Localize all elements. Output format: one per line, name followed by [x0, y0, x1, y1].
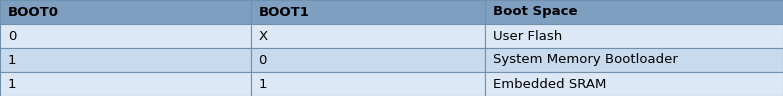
Bar	[485, 24, 783, 48]
Text: 1: 1	[8, 53, 16, 67]
Text: BOOT1: BOOT1	[258, 5, 309, 19]
Text: BOOT0: BOOT0	[8, 5, 59, 19]
Bar	[251, 48, 485, 72]
Text: 0: 0	[8, 29, 16, 43]
Bar	[0, 48, 251, 72]
Text: System Memory Bootloader: System Memory Bootloader	[493, 53, 678, 67]
Text: X: X	[258, 29, 268, 43]
Bar	[251, 0, 485, 24]
Bar	[485, 0, 783, 24]
Bar	[485, 72, 783, 96]
Bar	[251, 72, 485, 96]
Text: Embedded SRAM: Embedded SRAM	[493, 77, 607, 91]
Text: 1: 1	[258, 77, 267, 91]
Text: 0: 0	[258, 53, 267, 67]
Text: 1: 1	[8, 77, 16, 91]
Text: User Flash: User Flash	[493, 29, 562, 43]
Text: Boot Space: Boot Space	[493, 5, 578, 19]
Bar	[251, 24, 485, 48]
Bar	[0, 0, 251, 24]
Bar	[0, 24, 251, 48]
Bar	[0, 72, 251, 96]
Bar	[485, 48, 783, 72]
